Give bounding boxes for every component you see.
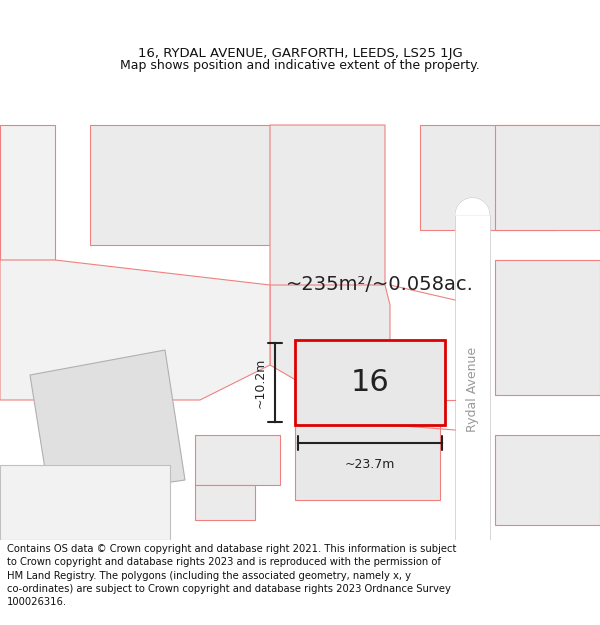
Bar: [455, 215, 490, 540]
Polygon shape: [195, 435, 280, 485]
Text: ~235m²/~0.058ac.: ~235m²/~0.058ac.: [286, 276, 474, 294]
Polygon shape: [295, 425, 440, 500]
Text: 16, RYDAL AVENUE, GARFORTH, LEEDS, LS25 1JG: 16, RYDAL AVENUE, GARFORTH, LEEDS, LS25 …: [137, 48, 463, 61]
Text: 16: 16: [350, 368, 389, 397]
Bar: [295, 340, 445, 425]
Polygon shape: [495, 435, 600, 525]
Polygon shape: [195, 485, 255, 520]
Text: Contains OS data © Crown copyright and database right 2021. This information is : Contains OS data © Crown copyright and d…: [7, 544, 457, 607]
Text: Map shows position and indicative extent of the property.: Map shows position and indicative extent…: [120, 59, 480, 72]
Polygon shape: [555, 125, 600, 165]
Polygon shape: [0, 125, 55, 260]
Polygon shape: [0, 465, 170, 540]
Polygon shape: [455, 198, 490, 215]
Polygon shape: [420, 125, 555, 230]
Polygon shape: [495, 125, 600, 230]
Text: ~23.7m: ~23.7m: [345, 458, 395, 471]
Text: Rydal Avenue: Rydal Avenue: [466, 346, 479, 431]
Polygon shape: [495, 260, 600, 395]
Polygon shape: [30, 350, 185, 500]
Polygon shape: [270, 285, 390, 400]
Text: ~10.2m: ~10.2m: [254, 357, 266, 408]
Polygon shape: [270, 125, 385, 365]
Polygon shape: [90, 125, 270, 245]
Polygon shape: [0, 260, 270, 400]
